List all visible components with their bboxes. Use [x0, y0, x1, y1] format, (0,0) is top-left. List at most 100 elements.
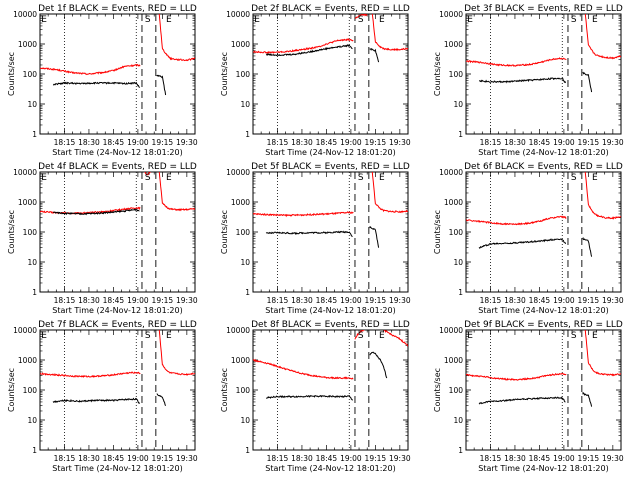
lld-rate-line [466, 372, 567, 381]
y-tick-label: 100 [236, 228, 251, 237]
lld-rate-line [354, 14, 368, 19]
event-rate-line [52, 208, 140, 216]
event-marker-e: E [166, 15, 172, 25]
detector-panel-5: 1 10 100 1000 10000 18:15 18:30 18:45 19:00 19:15… [220, 162, 411, 315]
data-lines [40, 330, 195, 406]
y-tick-label: 1 [245, 446, 250, 455]
y-tick-label: 1 [32, 288, 37, 297]
y-axis-label: Counts/sec [7, 210, 16, 254]
x-tick-label: 18:45 [316, 296, 338, 305]
plot-frame [39, 13, 196, 135]
x-tick-label: 19:15 [578, 454, 600, 463]
y-tick-label: 10000 [226, 168, 250, 177]
y-axis-label: Counts/sec [220, 210, 229, 254]
x-tick-label: 18:30 [78, 296, 100, 305]
x-axis-label: Start Time (24-Nov-12 18:01:20) [478, 306, 608, 315]
x-axis-label: Start Time (24-Nov-12 18:01:20) [52, 306, 182, 315]
event-marker-s: S [145, 331, 151, 341]
x-tick-label: 18:15 [267, 138, 289, 147]
y-tick-label: 10 [240, 100, 250, 109]
event-marker-s: S [571, 173, 577, 183]
x-tick-label: 18:45 [103, 138, 125, 147]
data-lines [40, 172, 195, 216]
x-tick-label: 19:00 [340, 296, 362, 305]
lld-rate-line [40, 371, 141, 378]
x-tick-label: 18:45 [103, 296, 125, 305]
y-axis-label: Counts/sec [220, 52, 229, 96]
y-axis-label: Counts/sec [433, 52, 442, 96]
x-tick-label: 19:15 [152, 296, 174, 305]
y-tick-label: 1 [245, 288, 250, 297]
y-tick-label: 10 [27, 416, 37, 425]
panel-title: Det 3f BLACK = Events, RED = LLD [464, 4, 623, 14]
lld-rate-line [371, 172, 408, 214]
y-tick-label: 10 [453, 100, 463, 109]
x-tick-label: 18:30 [78, 138, 100, 147]
lld-rate-line [382, 330, 408, 347]
y-tick-label: 10000 [13, 168, 37, 177]
y-tick-label: 1 [458, 446, 463, 455]
x-tick-label: 18:30 [291, 454, 313, 463]
event-marker-e: E [254, 15, 260, 25]
lld-rate-line [354, 330, 366, 340]
y-tick-label: 1000 [18, 40, 37, 49]
event-rate-line [582, 236, 593, 257]
lld-rate-line [158, 330, 195, 376]
detector-panel-2: 1 10 100 1000 10000 18:15 18:30 18:45 19:00 19:15… [220, 4, 411, 157]
x-tick-label: 18:30 [291, 296, 313, 305]
x-tick-label: 18:15 [54, 296, 76, 305]
x-tick-label: 19:30 [602, 454, 624, 463]
event-rate-line [265, 394, 353, 401]
x-tick-label: 18:45 [529, 454, 551, 463]
y-tick-label: 1 [32, 446, 37, 455]
x-tick-label: 19:30 [176, 296, 198, 305]
x-tick-label: 18:30 [504, 454, 526, 463]
lld-rate-line [584, 172, 621, 220]
panel-title: Det 9f BLACK = Events, RED = LLD [464, 320, 623, 330]
event-marker-e: E [41, 331, 47, 341]
data-lines [40, 14, 195, 96]
event-rate-line [265, 44, 353, 57]
event-marker-s: S [358, 331, 364, 341]
plot-frame [39, 329, 196, 451]
y-axis-label: Counts/sec [433, 210, 442, 254]
y-tick-label: 1000 [444, 198, 463, 207]
detector-panel-4: 1 10 100 1000 10000 18:15 18:30 18:45 19:00 19:15… [7, 162, 198, 315]
x-tick-label: 18:45 [529, 138, 551, 147]
data-lines [466, 330, 621, 407]
x-axis-label: Start Time (24-Nov-12 18:01:20) [265, 306, 395, 315]
panel-title: Det 2f BLACK = Events, RED = LLD [251, 4, 410, 14]
x-tick-label: 18:30 [504, 138, 526, 147]
event-marker-s: S [145, 173, 151, 183]
lld-rate-line [584, 14, 621, 60]
event-marker-e: E [592, 15, 598, 25]
y-tick-label: 10000 [439, 168, 463, 177]
lld-rate-line [158, 172, 195, 212]
x-tick-label: 19:15 [578, 138, 600, 147]
x-tick-label: 18:45 [529, 296, 551, 305]
event-marker-e: E [379, 173, 385, 183]
y-tick-label: 1000 [18, 356, 37, 365]
y-axis-label: Counts/sec [220, 368, 229, 412]
data-lines [466, 14, 621, 93]
event-rate-line [369, 351, 388, 379]
x-tick-label: 18:30 [504, 296, 526, 305]
event-marker-s: S [145, 15, 151, 25]
x-axis-label: Start Time (24-Nov-12 18:01:20) [52, 464, 182, 473]
x-tick-label: 19:00 [127, 138, 149, 147]
event-rate-line [478, 396, 566, 405]
y-tick-label: 10000 [439, 326, 463, 335]
event-rate-line [369, 226, 380, 248]
event-marker-e: E [592, 173, 598, 183]
x-axis-label: Start Time (24-Nov-12 18:01:20) [478, 148, 608, 157]
event-rate-line [369, 48, 380, 63]
y-tick-label: 100 [23, 70, 38, 79]
x-tick-label: 18:15 [480, 138, 502, 147]
y-tick-label: 100 [236, 70, 251, 79]
lld-rate-line [40, 63, 141, 76]
y-tick-label: 1 [458, 130, 463, 139]
lld-rate-line [466, 57, 567, 67]
plot-frame [465, 13, 622, 135]
lld-rate-line [584, 330, 621, 377]
y-tick-label: 100 [449, 228, 464, 237]
